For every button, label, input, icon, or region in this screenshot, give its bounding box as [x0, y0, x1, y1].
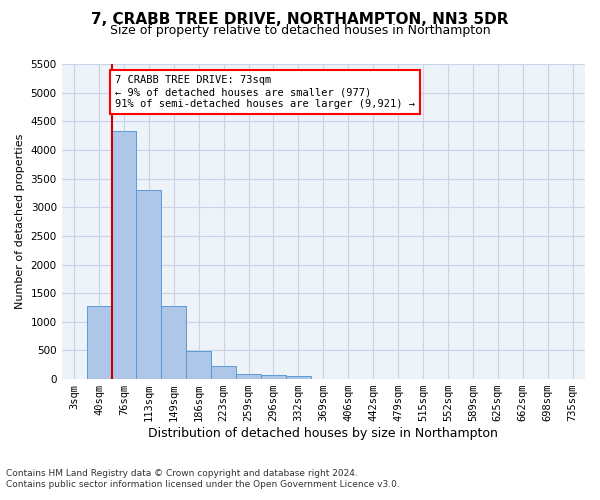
X-axis label: Distribution of detached houses by size in Northampton: Distribution of detached houses by size … [148, 427, 498, 440]
Bar [211, 366, 236, 379]
Bar [112, 131, 136, 379]
Y-axis label: Number of detached properties: Number of detached properties [15, 134, 25, 309]
Text: 7, CRABB TREE DRIVE, NORTHAMPTON, NN3 5DR: 7, CRABB TREE DRIVE, NORTHAMPTON, NN3 5D… [91, 12, 509, 28]
Bar [136, 190, 161, 379]
Text: 7 CRABB TREE DRIVE: 73sqm
← 9% of detached houses are smaller (977)
91% of semi-: 7 CRABB TREE DRIVE: 73sqm ← 9% of detach… [115, 76, 415, 108]
Text: Size of property relative to detached houses in Northampton: Size of property relative to detached ho… [110, 24, 490, 37]
Text: Contains public sector information licensed under the Open Government Licence v3: Contains public sector information licen… [6, 480, 400, 489]
Bar [236, 374, 261, 379]
Bar [261, 374, 286, 379]
Bar [186, 351, 211, 379]
Text: Contains HM Land Registry data © Crown copyright and database right 2024.: Contains HM Land Registry data © Crown c… [6, 468, 358, 477]
Bar [286, 376, 311, 379]
Bar [86, 306, 112, 379]
Bar [161, 306, 186, 379]
